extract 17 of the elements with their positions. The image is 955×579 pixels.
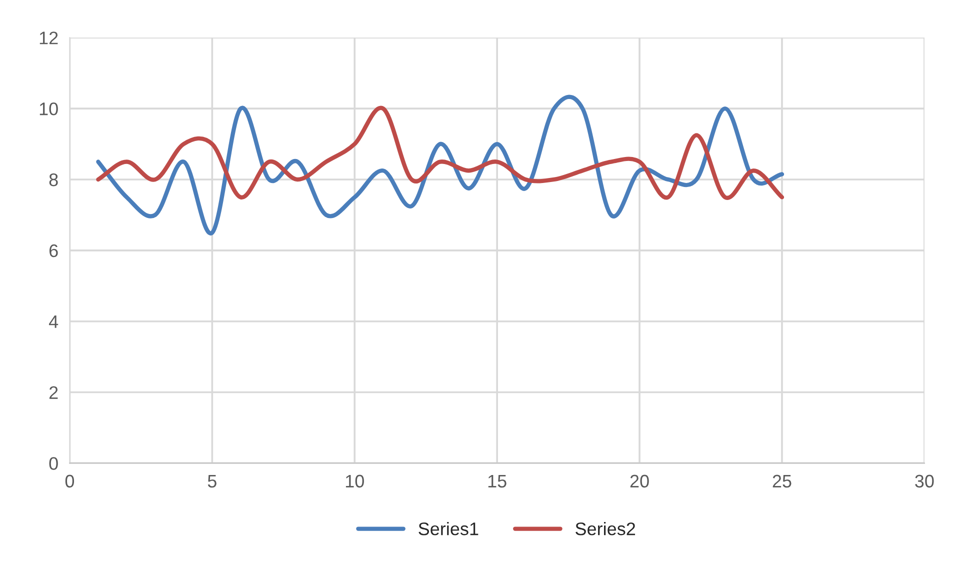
line-series bbox=[96, 106, 784, 200]
y-tick-label: 4 bbox=[48, 315, 58, 328]
y-tick-label: 0 bbox=[49, 457, 58, 470]
x-tick-label: 15 bbox=[488, 474, 506, 488]
legend-label: Series1 bbox=[418, 522, 478, 536]
x-tick-label: 10 bbox=[346, 474, 364, 488]
x-tick-label: 20 bbox=[630, 474, 649, 488]
x-tick-label: 30 bbox=[915, 474, 934, 488]
y-tick-label: 6 bbox=[49, 244, 58, 258]
y-tick-label: 12 bbox=[40, 32, 58, 44]
y-tick-label: 2 bbox=[49, 386, 58, 399]
x-tick-label: 5 bbox=[208, 474, 216, 488]
x-tick-label: 0 bbox=[65, 474, 74, 488]
x-tick-label: 25 bbox=[772, 474, 792, 488]
y-tick-label: 10 bbox=[40, 102, 58, 116]
y-tick-label: 8 bbox=[49, 173, 58, 186]
legend-label: Series2 bbox=[576, 522, 636, 536]
